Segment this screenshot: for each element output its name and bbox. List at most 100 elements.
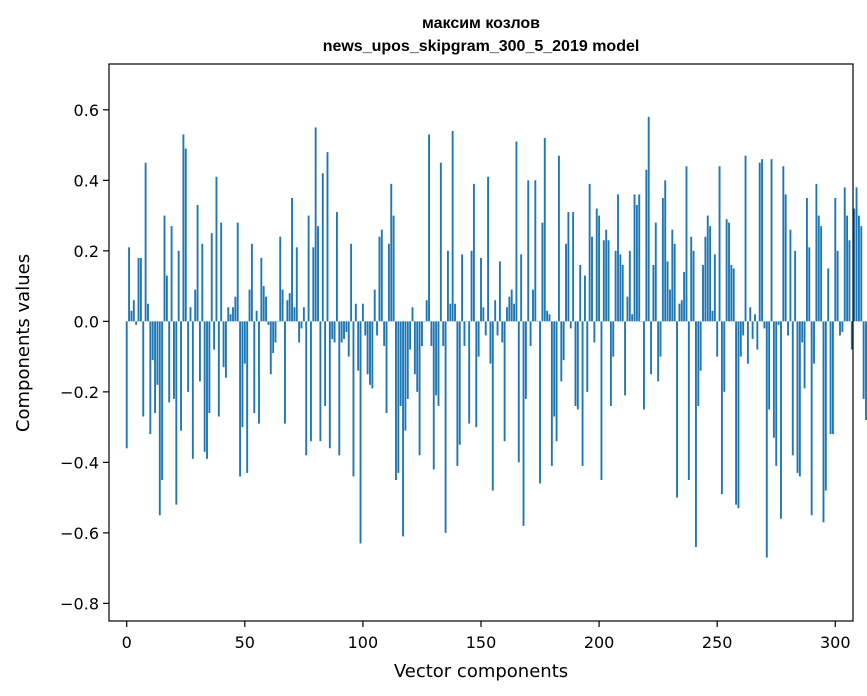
y-tick-label: −0.8 xyxy=(60,594,99,613)
bar xyxy=(149,321,152,435)
bar xyxy=(496,321,499,336)
bar xyxy=(798,321,801,477)
bar xyxy=(806,197,808,322)
bar xyxy=(654,222,657,322)
bar xyxy=(572,212,575,322)
bar xyxy=(732,268,735,322)
bar xyxy=(803,321,806,389)
bar xyxy=(177,250,180,322)
bar xyxy=(352,321,355,477)
bar xyxy=(831,321,834,435)
bar xyxy=(239,321,242,477)
bar xyxy=(763,321,766,329)
bar xyxy=(399,321,402,406)
bar xyxy=(326,152,329,322)
bar xyxy=(730,264,733,322)
bar xyxy=(281,289,284,322)
chart-title-line-2: news_upos_skipgram_300_5_2019 model xyxy=(323,38,640,55)
bar xyxy=(354,303,357,322)
bar xyxy=(550,321,553,466)
bar xyxy=(711,310,714,322)
bar xyxy=(269,321,272,375)
bar xyxy=(614,250,617,322)
bar xyxy=(850,321,853,350)
bar xyxy=(295,247,298,322)
bar xyxy=(664,180,667,322)
bar xyxy=(135,321,138,325)
y-axis-label: Components values xyxy=(13,254,34,432)
bar xyxy=(728,222,730,322)
bar xyxy=(513,303,516,322)
bar xyxy=(598,215,601,322)
bar xyxy=(395,321,397,480)
bar xyxy=(191,321,194,459)
bar xyxy=(690,236,693,322)
bar xyxy=(196,205,199,322)
bar xyxy=(454,303,456,322)
bar xyxy=(841,321,844,332)
bar xyxy=(546,310,549,322)
bar xyxy=(154,321,156,414)
bar xyxy=(274,321,277,343)
bar xyxy=(600,321,603,480)
bar xyxy=(229,314,232,322)
bar xyxy=(669,289,671,322)
bar xyxy=(739,321,742,357)
bar xyxy=(371,321,374,389)
bar xyxy=(548,314,551,322)
bar xyxy=(246,321,249,473)
bar xyxy=(139,257,142,322)
bar xyxy=(782,166,785,322)
x-axis-ticks: 0 50 100 150 200 250 300 xyxy=(122,621,851,652)
bar xyxy=(699,321,702,371)
bar xyxy=(163,215,166,322)
bar xyxy=(593,321,596,343)
bar xyxy=(687,321,690,480)
bar xyxy=(746,321,749,364)
bar xyxy=(685,166,688,322)
bar xyxy=(328,321,331,449)
bar xyxy=(768,321,771,410)
bar xyxy=(156,321,159,385)
bar xyxy=(820,226,823,322)
bar xyxy=(428,134,430,322)
bar xyxy=(848,240,851,322)
bar xyxy=(576,321,579,410)
bar xyxy=(791,321,794,456)
bar xyxy=(147,303,149,322)
bar xyxy=(347,321,350,357)
bar xyxy=(437,321,440,406)
bar xyxy=(822,321,825,523)
bar xyxy=(484,321,487,336)
bar xyxy=(373,289,376,322)
bar xyxy=(260,257,263,322)
bar xyxy=(661,197,664,322)
bar xyxy=(824,321,827,491)
bar xyxy=(456,321,459,466)
x-tick-label: 250 xyxy=(702,633,733,652)
bar xyxy=(243,321,246,364)
bar xyxy=(560,321,563,382)
bar xyxy=(725,219,728,322)
bar xyxy=(255,310,258,322)
bar xyxy=(666,261,669,322)
bar xyxy=(853,208,856,322)
bar xyxy=(633,194,636,322)
bar xyxy=(184,148,187,322)
bar xyxy=(583,275,586,322)
bar xyxy=(772,321,775,438)
bar xyxy=(158,321,161,516)
bar xyxy=(421,321,423,347)
bar xyxy=(780,321,782,519)
bar xyxy=(312,247,315,322)
bar xyxy=(846,215,849,322)
bar xyxy=(203,321,206,452)
bar xyxy=(291,197,293,322)
x-tick-label: 0 xyxy=(122,633,132,652)
bar xyxy=(298,321,301,343)
y-tick-label: −0.2 xyxy=(60,383,99,402)
bar xyxy=(716,321,719,357)
bars-group xyxy=(125,116,867,558)
bar xyxy=(678,303,681,322)
bar xyxy=(491,321,494,491)
